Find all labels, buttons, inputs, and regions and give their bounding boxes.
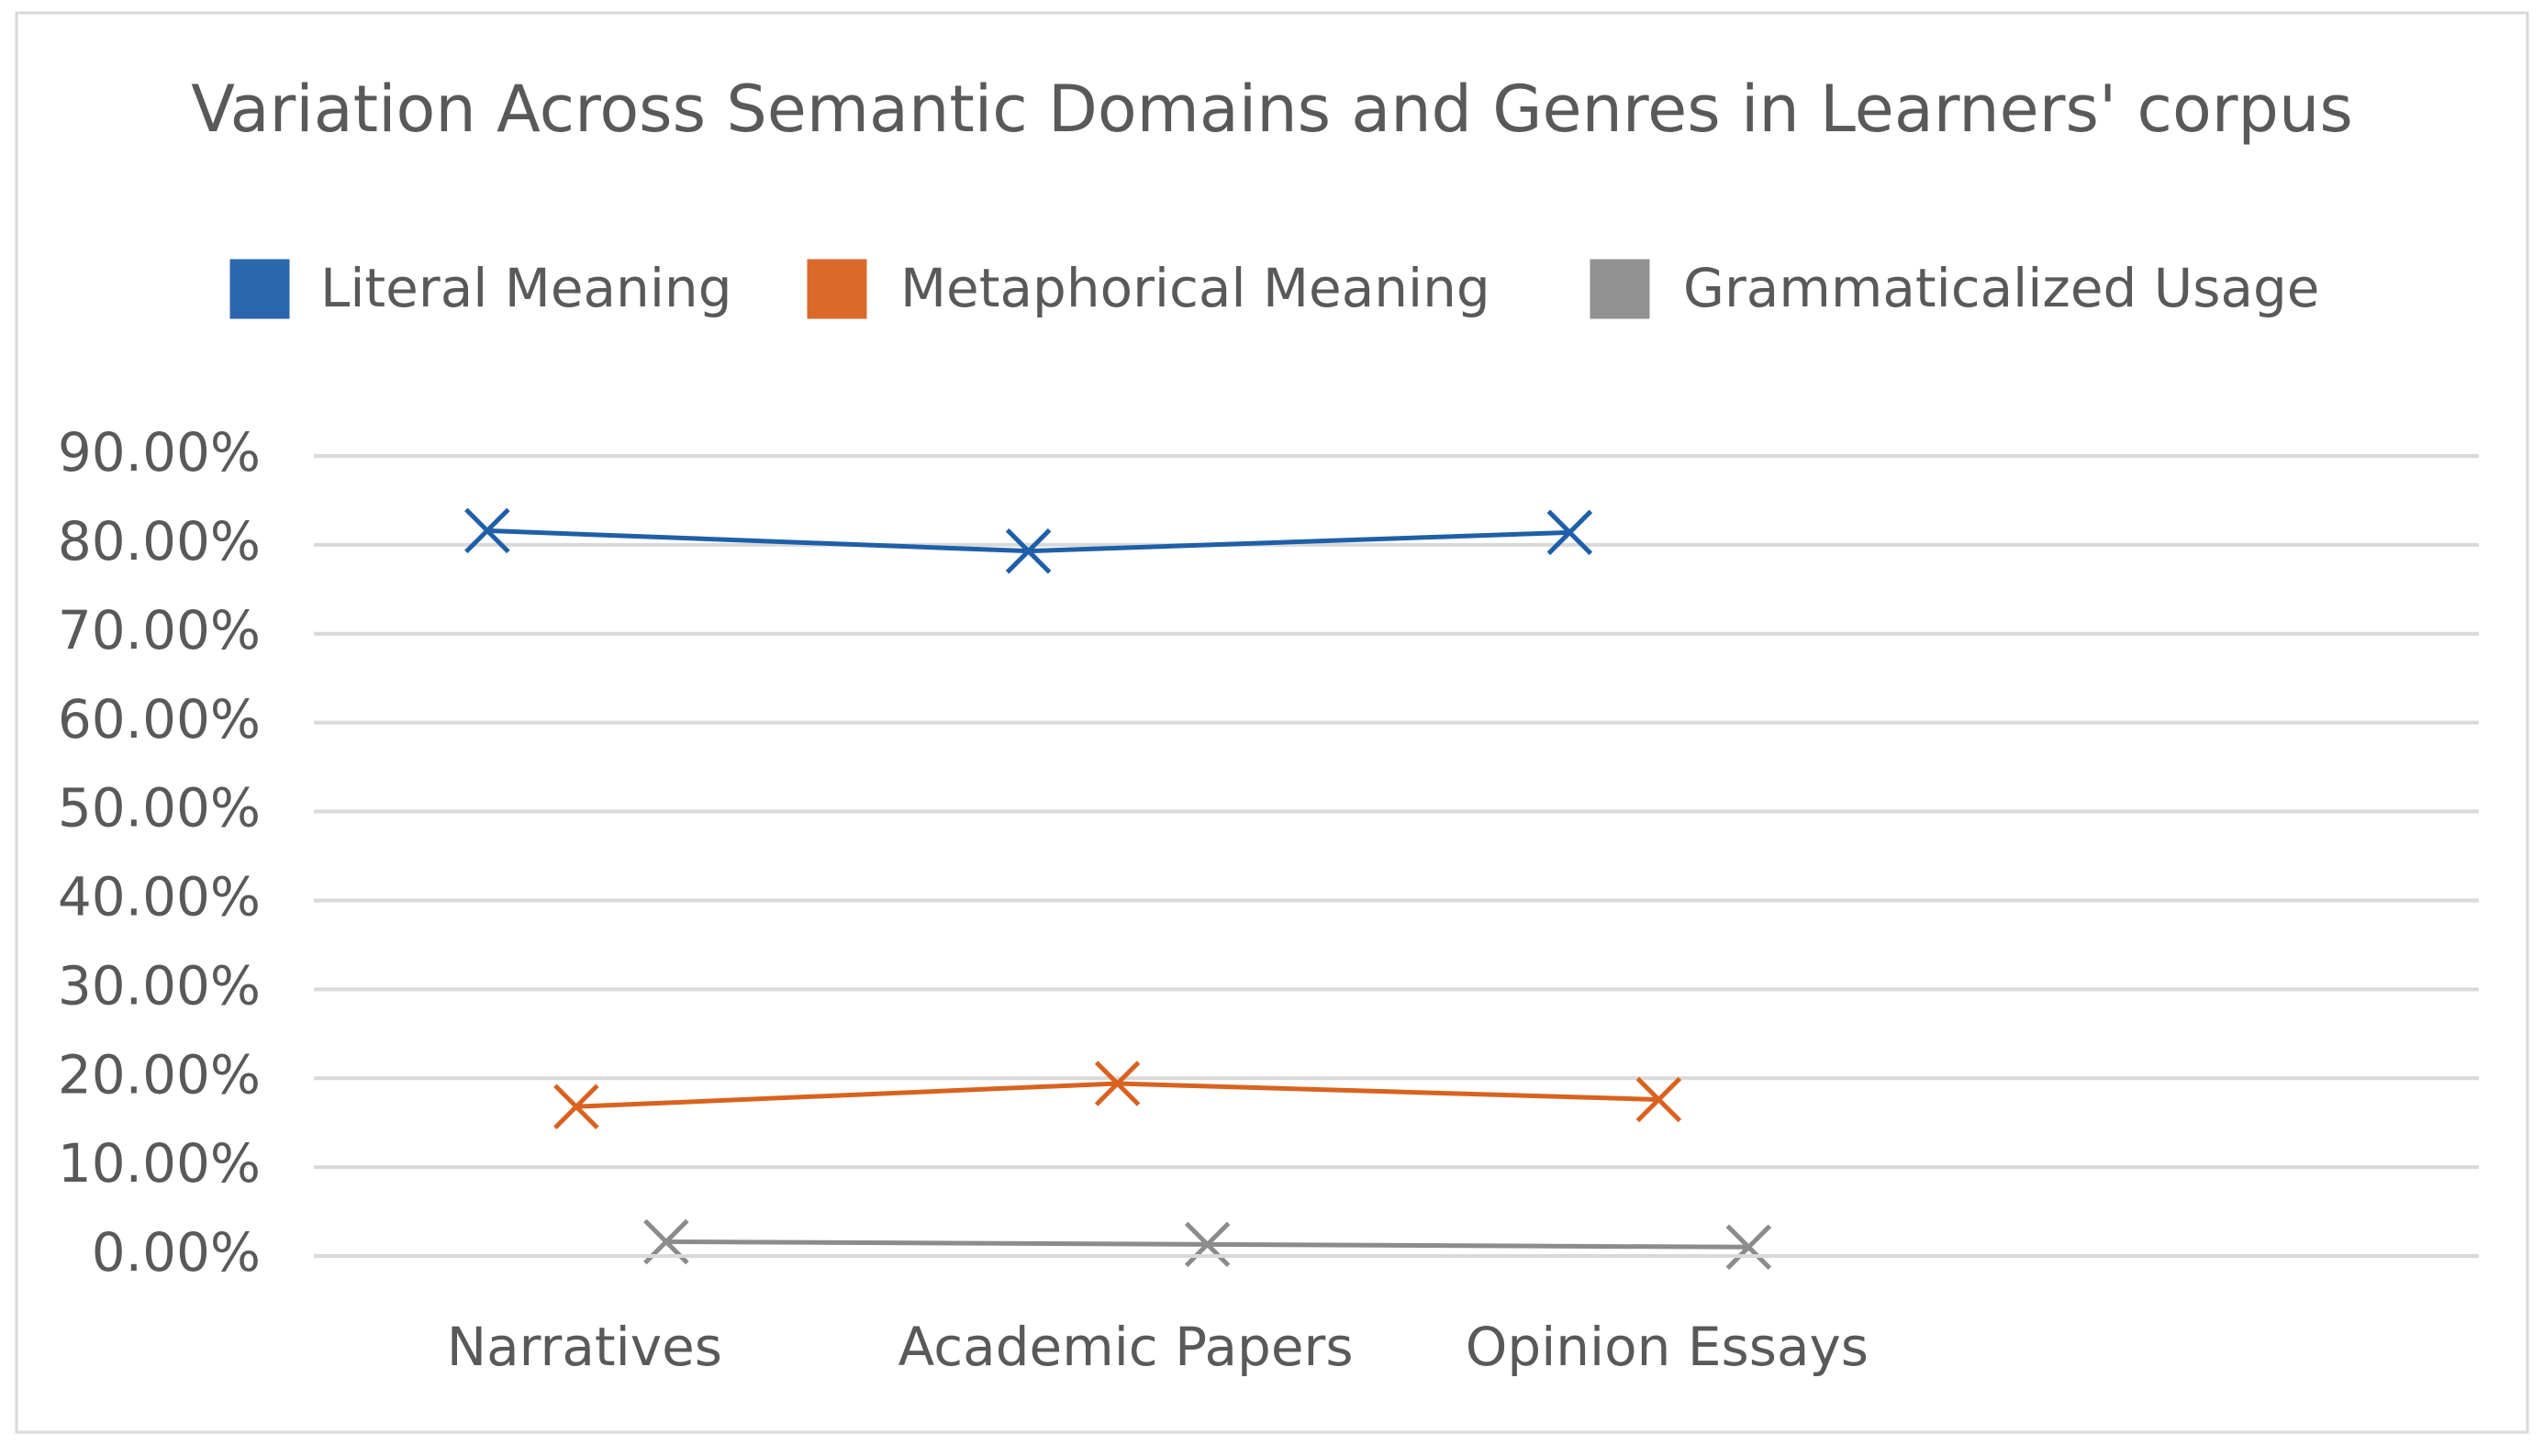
x-tick-label: Academic Papers xyxy=(898,1316,1354,1378)
legend-swatch xyxy=(229,259,290,319)
y-tick-label: 80.00% xyxy=(58,510,261,572)
marker xyxy=(1005,528,1052,574)
y-tick-label: 20.00% xyxy=(58,1043,261,1106)
marker xyxy=(1725,1224,1772,1271)
marker xyxy=(1546,509,1593,556)
x-tick-label: Opinion Essays xyxy=(1466,1316,1869,1378)
y-tick-label: 10.00% xyxy=(58,1132,261,1195)
y-tick-label: 40.00% xyxy=(58,866,261,928)
y-tick-label: 70.00% xyxy=(58,599,261,661)
marker xyxy=(464,507,510,554)
y-tick-label: 90.00% xyxy=(58,421,261,483)
y-tick-label: 60.00% xyxy=(58,688,261,750)
marker xyxy=(553,1084,599,1129)
x-tick-label: Narratives xyxy=(447,1316,722,1378)
y-tick-label: 0.00% xyxy=(92,1221,261,1284)
chart-title: Variation Across Semantic Domains and Ge… xyxy=(191,72,2353,147)
marker xyxy=(1094,1061,1141,1106)
legend-label: Metaphorical Meaning xyxy=(900,257,1490,319)
legend-label: Literal Meaning xyxy=(320,257,732,319)
legend-swatch xyxy=(807,259,867,319)
y-tick-label: 30.00% xyxy=(58,954,261,1017)
marker xyxy=(1184,1221,1231,1268)
legend-swatch xyxy=(1590,259,1650,319)
legend-label: Grammaticalized Usage xyxy=(1683,257,2319,319)
marker xyxy=(1635,1076,1682,1123)
y-tick-label: 50.00% xyxy=(58,777,261,839)
